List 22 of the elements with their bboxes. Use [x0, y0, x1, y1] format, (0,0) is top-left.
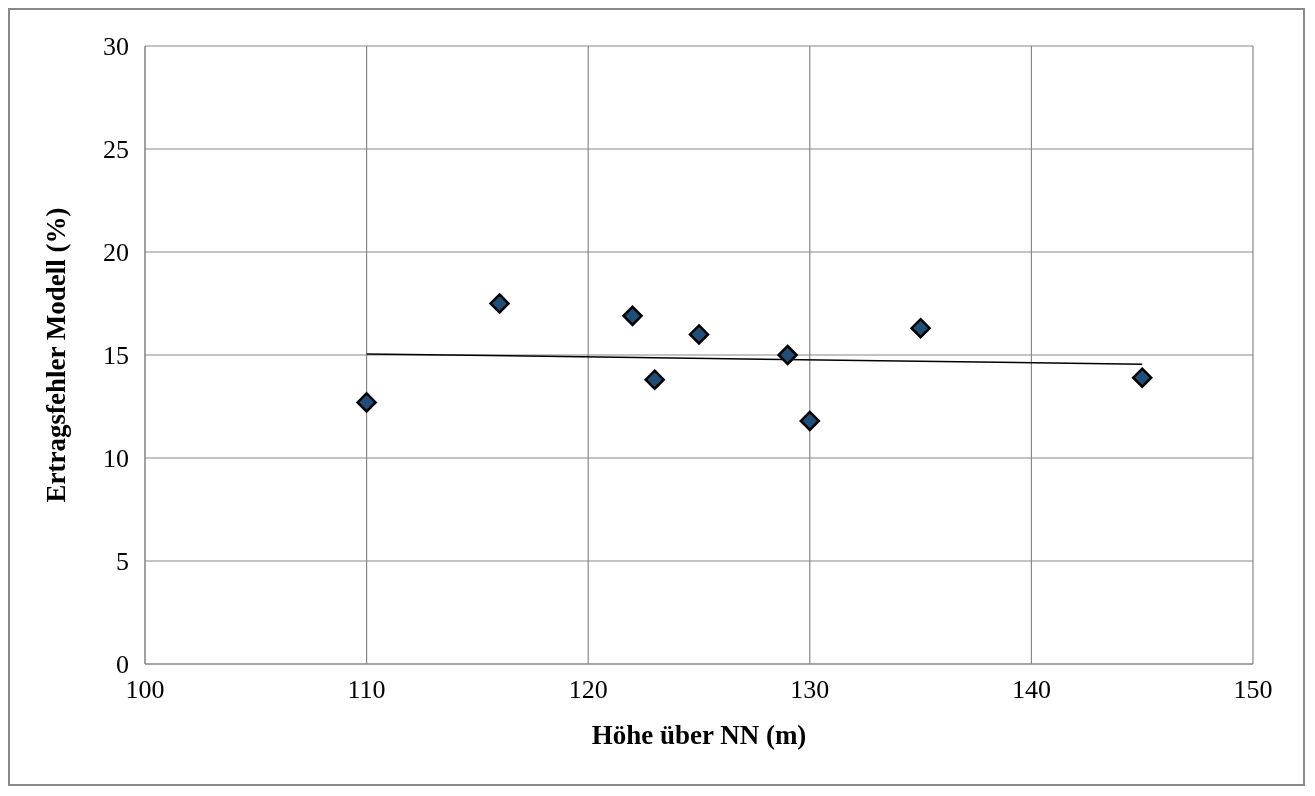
- point: [489, 293, 510, 314]
- y-tick-label: 10: [103, 444, 129, 474]
- y-tick-label: 25: [103, 135, 129, 165]
- x-axis-title: Höhe über NN (m): [591, 720, 807, 750]
- point: [799, 410, 821, 432]
- x-tick-label: 110: [347, 675, 386, 705]
- x-tick-label: 130: [790, 675, 830, 705]
- point: [1131, 367, 1153, 388]
- point: [644, 369, 665, 390]
- x-tick-label: 150: [1233, 675, 1273, 705]
- point: [356, 392, 377, 413]
- y-tick-label: 20: [103, 238, 129, 268]
- x-tick-label: 140: [1011, 675, 1051, 705]
- point: [777, 344, 798, 366]
- y-tick-label: 15: [103, 341, 129, 371]
- y-axis-title: Ertragsfehler Modell (%): [40, 207, 71, 503]
- point: [688, 324, 710, 345]
- point: [910, 317, 931, 339]
- y-tick-label: 30: [103, 32, 129, 62]
- y-tick-label: 5: [116, 547, 129, 577]
- x-tick-label: 120: [568, 675, 608, 705]
- point: [622, 305, 643, 327]
